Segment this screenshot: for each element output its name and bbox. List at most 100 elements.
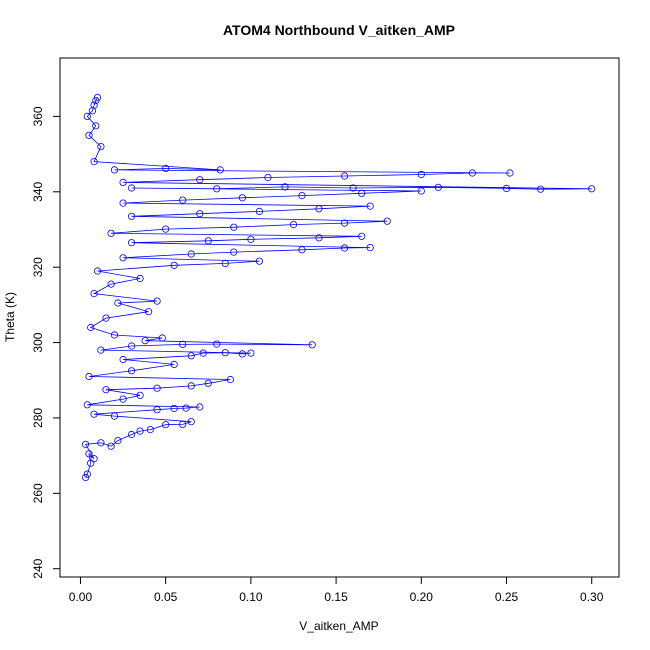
data-point bbox=[196, 210, 204, 218]
data-point bbox=[107, 229, 115, 237]
data-point bbox=[128, 239, 136, 247]
data-point bbox=[281, 183, 289, 191]
data-point bbox=[182, 404, 190, 412]
chart-title: ATOM4 Northbound V_aitken_AMP bbox=[223, 22, 455, 38]
data-point bbox=[216, 166, 224, 174]
y-tick-label: 320 bbox=[31, 257, 45, 277]
data-point bbox=[298, 192, 306, 200]
data-point bbox=[221, 259, 229, 267]
data-point bbox=[170, 261, 178, 269]
data-point bbox=[90, 410, 98, 418]
data-point bbox=[162, 225, 170, 233]
data-point bbox=[107, 442, 115, 450]
x-axis: 0.00 0.05 0.10 0.15 0.20 0.25 0.30 bbox=[69, 576, 604, 604]
data-point bbox=[196, 403, 204, 411]
data-point bbox=[102, 314, 110, 322]
data-point bbox=[179, 420, 187, 428]
data-point bbox=[226, 375, 234, 384]
data-point bbox=[417, 170, 425, 179]
data-point bbox=[146, 425, 154, 434]
data-point bbox=[298, 246, 306, 254]
data-point bbox=[141, 337, 149, 345]
data-point bbox=[588, 185, 596, 193]
data-point bbox=[315, 234, 323, 242]
data-point bbox=[90, 158, 98, 166]
data-point bbox=[136, 391, 144, 399]
data-point bbox=[162, 421, 170, 429]
data-point bbox=[238, 194, 246, 202]
data-point bbox=[230, 248, 238, 256]
y-tick-label: 260 bbox=[31, 483, 45, 503]
x-tick-label: 0.05 bbox=[154, 590, 178, 604]
data-point bbox=[358, 232, 366, 240]
data-point bbox=[264, 173, 272, 182]
data-point bbox=[128, 430, 136, 439]
data-point bbox=[199, 349, 207, 357]
data-point bbox=[187, 250, 195, 258]
data-point bbox=[136, 274, 144, 283]
data-point bbox=[340, 244, 349, 252]
data-point bbox=[92, 122, 100, 130]
data-point bbox=[87, 459, 95, 467]
data-point bbox=[90, 455, 98, 463]
y-axis-label: Theta (K) bbox=[3, 292, 17, 342]
data-point bbox=[128, 184, 136, 192]
data-point bbox=[366, 244, 374, 252]
data-point bbox=[204, 379, 212, 387]
data-point bbox=[255, 207, 263, 215]
data-point bbox=[187, 418, 195, 426]
data-point bbox=[170, 360, 178, 368]
data-point bbox=[110, 166, 119, 174]
data-point bbox=[187, 352, 195, 360]
data-point bbox=[119, 199, 127, 207]
data-point bbox=[170, 404, 178, 413]
data-point bbox=[358, 189, 366, 197]
data-point bbox=[110, 412, 119, 420]
data-point bbox=[82, 473, 90, 482]
data-point bbox=[136, 427, 144, 435]
data-point bbox=[85, 450, 93, 458]
data-point bbox=[247, 235, 255, 243]
data-point bbox=[114, 299, 122, 307]
y-tick-label: 240 bbox=[31, 558, 45, 578]
series-line bbox=[84, 97, 592, 478]
data-point bbox=[340, 172, 349, 180]
x-tick-label: 0.25 bbox=[495, 590, 519, 604]
x-tick-label: 0.00 bbox=[69, 590, 93, 604]
y-tick-label: 360 bbox=[31, 106, 45, 126]
data-point bbox=[196, 176, 204, 184]
data-point bbox=[102, 386, 110, 394]
data-point bbox=[119, 395, 127, 403]
data-point bbox=[366, 202, 374, 210]
data-point bbox=[83, 112, 91, 121]
data-point bbox=[213, 185, 221, 193]
data-point bbox=[289, 221, 298, 229]
data-point bbox=[434, 183, 442, 191]
data-point bbox=[97, 346, 105, 354]
data-point bbox=[349, 184, 357, 192]
x-tick-label: 0.10 bbox=[239, 590, 263, 604]
data-point bbox=[179, 196, 187, 204]
data-point bbox=[119, 254, 127, 262]
data-point bbox=[82, 440, 90, 448]
data-point bbox=[93, 267, 102, 275]
series-theta bbox=[82, 94, 596, 482]
y-axis: 240 260 280 300 320 340 360 bbox=[31, 106, 61, 579]
data-point bbox=[128, 367, 136, 375]
data-point bbox=[119, 355, 127, 364]
data-point bbox=[87, 323, 95, 332]
data-point bbox=[238, 350, 246, 358]
data-point bbox=[145, 308, 153, 316]
x-axis-label: V_aitken_AMP bbox=[299, 619, 378, 633]
data-point bbox=[153, 384, 161, 392]
data-point bbox=[90, 289, 98, 298]
x-tick-label: 0.15 bbox=[324, 590, 348, 604]
y-tick-label: 300 bbox=[31, 332, 45, 352]
data-point bbox=[97, 143, 105, 151]
data-point bbox=[187, 382, 195, 390]
data-point bbox=[93, 94, 102, 102]
data-point bbox=[158, 334, 166, 342]
data-point bbox=[383, 217, 391, 225]
data-point bbox=[83, 401, 91, 409]
